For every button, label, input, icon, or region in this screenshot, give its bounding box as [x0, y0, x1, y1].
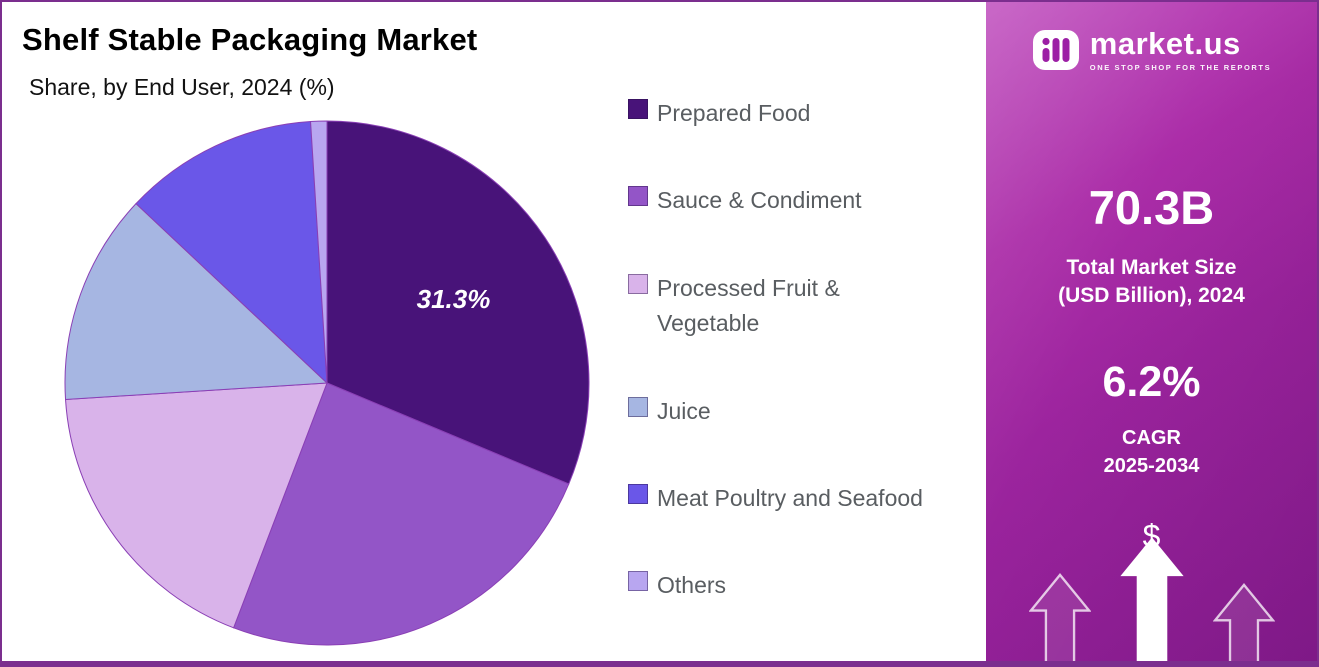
legend-swatch	[628, 484, 648, 505]
arrow-up-icon	[1212, 583, 1275, 661]
legend-swatch	[628, 571, 648, 592]
legend-label: Others	[657, 572, 727, 599]
cagr-label: CAGR 2025-2034	[1103, 427, 1200, 477]
legend-swatch	[628, 186, 648, 207]
sidebar: market.us ONE STOP SHOP FOR THE REPORTS …	[986, 2, 1317, 661]
page-title: Shelf Stable Packaging Market	[22, 22, 478, 57]
chart-area: Shelf Stable Packaging Market Share, by …	[2, 2, 986, 661]
market-size-label: Total Market Size (USD Billion), 2024	[1058, 256, 1245, 308]
market-size-value: 70.3B	[1088, 181, 1215, 234]
brand-text: market.us ONE STOP SHOP FOR THE REPORTS	[1090, 28, 1271, 72]
brand-name: market.us	[1089, 26, 1241, 61]
legend-swatch	[628, 396, 648, 417]
chart-subtitle: Share, by End User, 2024 (%)	[29, 74, 335, 100]
pie-data-label: 31.3%	[417, 284, 491, 314]
legend-item: Processed Fruit & Vegetable	[628, 271, 988, 342]
legend-label: Prepared Food	[657, 100, 811, 126]
legend-label: Juice	[657, 397, 711, 424]
arrow-up-icon	[1028, 573, 1091, 661]
growth-arrows	[986, 537, 1317, 661]
brand-header: market.us ONE STOP SHOP FOR THE REPORTS	[986, 28, 1317, 72]
legend-item: Meat Poultry and Seafood	[628, 481, 988, 517]
pie-slice-sauce-condiment	[232, 382, 570, 646]
pie-slice-juice	[64, 202, 329, 400]
legend-item: Others	[628, 568, 988, 604]
marketus-logo-icon	[1032, 30, 1079, 70]
legend-label: Sauce & Condiment	[657, 187, 862, 214]
arrow-up-icon	[1119, 537, 1184, 661]
chart-legend: Prepared Food Sauce & Condiment Processed …	[628, 96, 988, 604]
legend-label: Meat Poultry and Seafood	[657, 485, 923, 512]
brand-tagline: ONE STOP SHOP FOR THE REPORTS	[1089, 63, 1272, 72]
pie-slice-processed-fruit-vegetable	[64, 382, 328, 629]
pie-chart: 31.3%	[64, 120, 590, 646]
legend-swatch	[628, 99, 648, 119]
legend-item: Prepared Food	[628, 96, 988, 132]
legend-label: Processed Fruit & Vegetable	[657, 274, 840, 337]
pie-slice-prepared-food	[326, 120, 590, 485]
cagr-value: 6.2%	[1102, 358, 1201, 406]
legend-swatch	[628, 273, 648, 294]
pie-slice-meat-poultry-and-seafood	[135, 120, 328, 385]
legend-item: Juice	[628, 394, 988, 430]
pie-slice-others	[310, 120, 328, 384]
legend-item: Sauce & Condiment	[628, 183, 988, 219]
